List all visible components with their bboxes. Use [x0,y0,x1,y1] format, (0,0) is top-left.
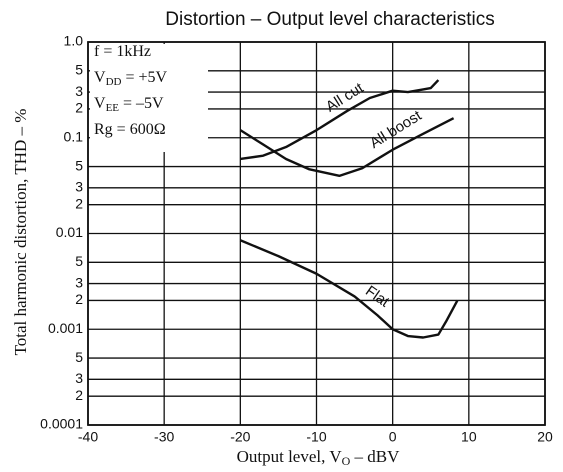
x-tick-label: -10 [306,429,326,445]
x-label-after: – dBV [350,447,400,466]
x-tick-label: -30 [154,429,174,445]
y-axis-label: Total harmonic distortion, THD – % [11,109,30,356]
condition-sub: DD [106,76,122,88]
y-tick-label: 0.1 [64,128,84,144]
y-tick-label: 3 [75,83,83,99]
x-label-main: Output level, V [237,447,343,466]
y-tick-label: 2 [75,291,83,307]
x-tick-label: -40 [78,429,98,445]
y-tick-label: 0.001 [48,320,83,336]
plot-frame [87,41,546,426]
y-tick-label: 3 [75,274,83,290]
series-line [240,79,440,161]
condition-after: = –5V [119,95,164,112]
condition-main: Rg = 600Ω [94,121,166,138]
condition-text: f = 1kHz [94,43,151,60]
conditions-box [90,44,208,152]
condition-main: f = 1kHz [94,43,151,60]
y-tick-label: 5 [75,62,83,78]
condition-text: Rg = 600Ω [94,121,166,138]
y-tick-label: 5 [75,349,83,365]
x-label-sub: O [342,454,351,468]
condition-main: V [94,95,106,112]
y-tick-label: 5 [75,253,83,269]
condition-sub: EE [106,102,120,114]
x-tick-label: 20 [537,429,553,445]
y-tick-label: 0.0001 [40,416,83,432]
condition-main: V [94,69,106,86]
x-tick-label: -20 [230,429,250,445]
y-tick-label: 3 [75,179,83,195]
condition-text: VEE = –5V [94,95,164,114]
series-line [239,117,455,178]
x-tick-label: 0 [389,429,397,445]
series-line [239,239,459,339]
y-tick-label: 1.0 [64,33,84,49]
chart-title: Distortion – Output level characteristic… [165,9,494,30]
x-axis-label: Output level, VO – dBV [237,447,400,468]
condition-text: VDD = +5V [94,69,168,88]
y-tick-label: 5 [75,157,83,173]
condition-after: = +5V [121,69,167,86]
y-tick-label: 3 [75,370,83,386]
y-tick-label: 0.01 [56,224,83,240]
y-tick-label: 2 [75,387,83,403]
y-tick-label: 2 [75,100,83,116]
y-tick-label: 2 [75,195,83,211]
x-tick-label: 10 [461,429,477,445]
